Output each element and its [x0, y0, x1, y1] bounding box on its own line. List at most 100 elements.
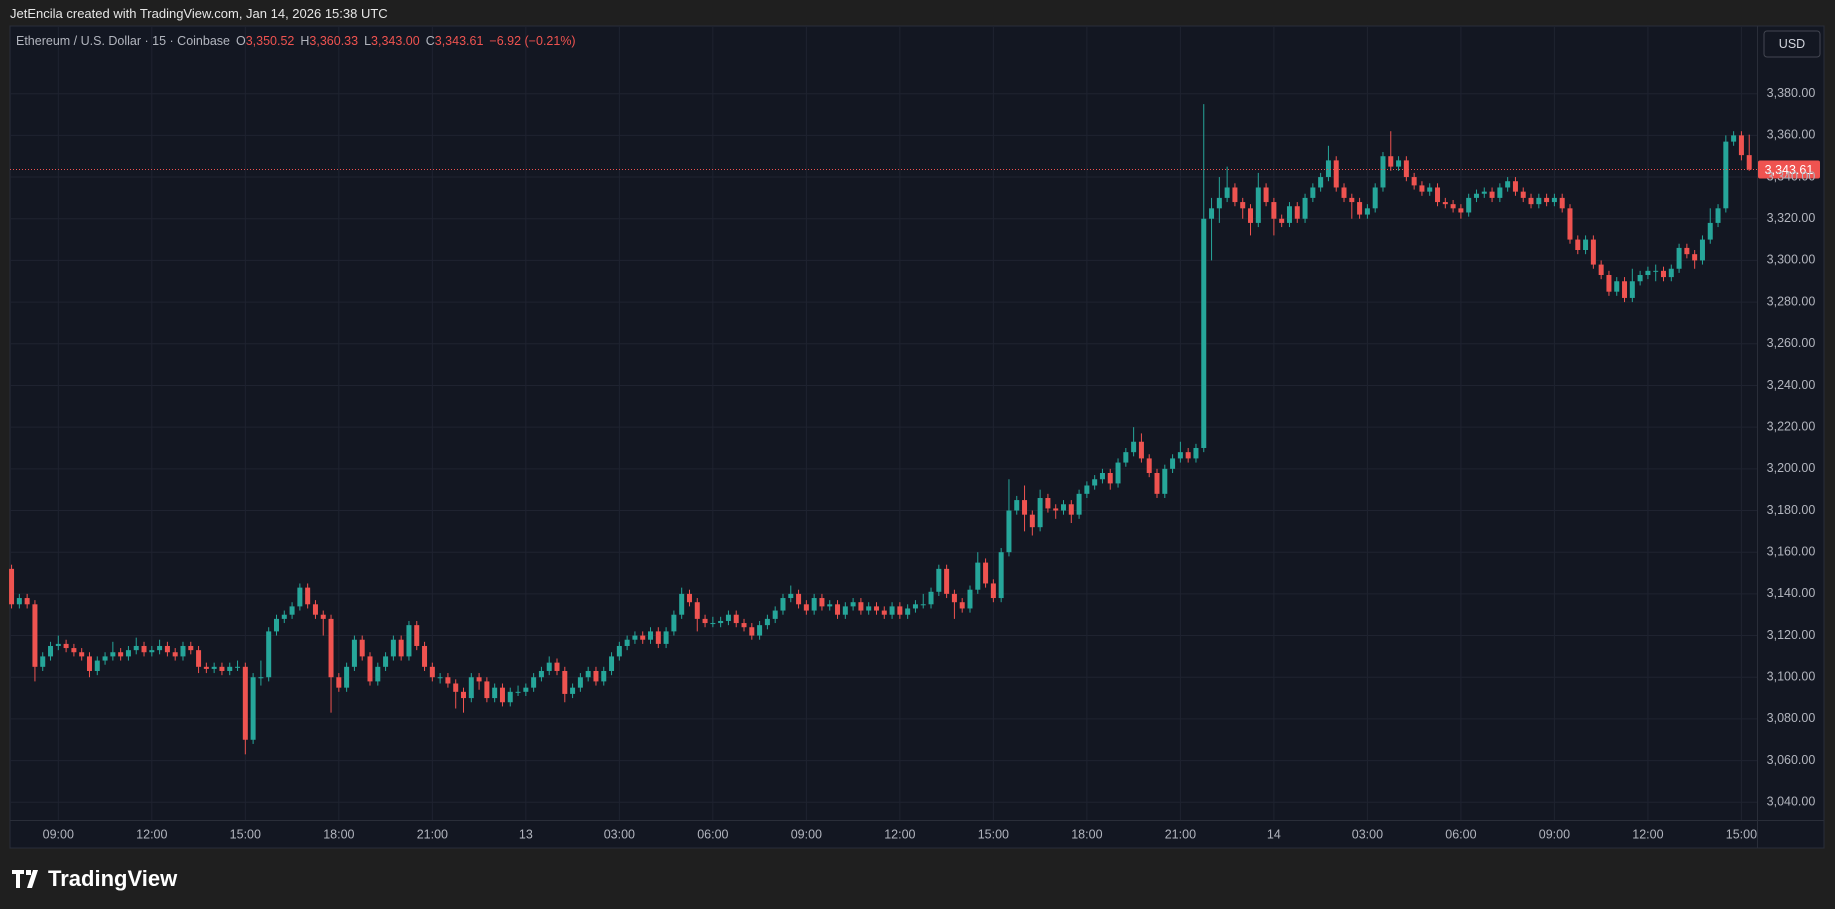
- candle-body: [414, 625, 420, 646]
- last-price-box: [1758, 160, 1820, 179]
- candle-body: [538, 670, 544, 678]
- candle-body: [983, 562, 989, 584]
- candle-body: [180, 645, 186, 657]
- candle-body: [1216, 197, 1222, 209]
- candle-body: [1201, 218, 1207, 448]
- candle-body: [102, 656, 108, 661]
- candle-body: [827, 604, 833, 607]
- y-tick-label: 3,260.00: [1767, 336, 1816, 350]
- candle-body: [1481, 191, 1487, 194]
- candle-body: [1302, 197, 1308, 219]
- candle-body: [1435, 187, 1441, 203]
- candle-body: [320, 614, 326, 619]
- x-tick-label: 18:00: [1071, 827, 1102, 841]
- candle-body: [1209, 208, 1215, 219]
- x-tick-label: 06:00: [1445, 827, 1476, 841]
- candle-body: [1193, 447, 1199, 459]
- candle-body: [1325, 160, 1331, 178]
- candle-body: [671, 614, 677, 632]
- x-tick-label: 12:00: [1632, 827, 1663, 841]
- candle-body: [967, 589, 973, 609]
- candle-body: [1746, 155, 1752, 170]
- candle-body: [1660, 270, 1666, 278]
- candle-body: [1014, 500, 1020, 511]
- candle-body: [507, 691, 513, 703]
- candle-body: [1372, 187, 1378, 209]
- footer-brand[interactable]: TradingView: [12, 866, 177, 892]
- candle-body: [94, 660, 100, 671]
- candle-body: [990, 583, 996, 599]
- candle-body: [203, 666, 209, 669]
- candle-body: [1263, 187, 1269, 203]
- candle-body: [1645, 270, 1651, 276]
- candle-body: [1170, 458, 1176, 469]
- candle-body: [702, 618, 708, 624]
- x-tick-label: 12:00: [136, 827, 167, 841]
- x-tick-label: 21:00: [1165, 827, 1196, 841]
- candle-body: [1396, 160, 1402, 167]
- candle-body: [554, 662, 560, 671]
- y-tick-label: 3,120.00: [1767, 628, 1816, 642]
- legend-key: O: [235, 34, 246, 48]
- candle-body: [858, 602, 864, 611]
- candle-body: [889, 606, 895, 615]
- candle-body: [788, 593, 794, 599]
- candle-body: [1364, 208, 1370, 215]
- candle-body: [281, 614, 287, 619]
- candle-body: [1318, 177, 1324, 188]
- candle-body: [499, 687, 505, 703]
- candle-body: [1520, 191, 1526, 198]
- x-tick-label: 09:00: [43, 827, 74, 841]
- x-tick-label: 03:00: [604, 827, 635, 841]
- legend-value: 3,343.00: [371, 34, 420, 48]
- y-tick-label: 3,280.00: [1767, 294, 1816, 308]
- candle-body: [297, 587, 303, 607]
- candle-body: [577, 677, 583, 688]
- candle-body: [312, 604, 318, 615]
- candle-body: [453, 683, 459, 692]
- chart-panel: [9, 25, 1825, 849]
- candle-body: [227, 666, 233, 671]
- candle-body: [32, 604, 38, 667]
- candle-body: [9, 568, 15, 605]
- candle-body: [1076, 493, 1082, 515]
- legend-key: H: [300, 34, 310, 48]
- candle-body: [1466, 197, 1472, 213]
- y-tick-label: 3,100.00: [1767, 670, 1816, 684]
- candle-body: [585, 670, 591, 678]
- y-tick-label: 3,320.00: [1767, 211, 1816, 225]
- candle-body: [1255, 187, 1261, 223]
- candle-body: [959, 602, 965, 609]
- candle-body: [951, 593, 957, 603]
- candle-body: [1388, 156, 1394, 167]
- candle-body: [367, 656, 373, 682]
- candle-body: [250, 677, 256, 740]
- candle-body: [1084, 485, 1090, 494]
- candle-body: [998, 552, 1004, 599]
- candle-body: [944, 568, 950, 594]
- x-tick-label: 21:00: [417, 827, 448, 841]
- candle-body: [71, 648, 77, 653]
- candle-body: [1310, 187, 1316, 198]
- candle-body: [803, 604, 809, 611]
- candle-body: [1637, 275, 1643, 282]
- candle-body: [1037, 498, 1043, 528]
- currency-button[interactable]: [1763, 30, 1821, 58]
- candle-body: [842, 606, 848, 615]
- candle-body: [1154, 472, 1160, 494]
- candle-body: [468, 677, 474, 699]
- candle-body: [679, 593, 685, 615]
- candle-body: [1567, 208, 1573, 240]
- candle-body: [866, 606, 872, 611]
- candle-body: [1419, 185, 1425, 192]
- candle-body: [1583, 239, 1589, 250]
- candle-body: [1380, 156, 1386, 188]
- candle-body: [1099, 472, 1105, 480]
- candle-body: [1138, 441, 1144, 459]
- y-tick-label: 3,160.00: [1767, 544, 1816, 558]
- brand-logo: [12, 870, 38, 888]
- candle-body: [1349, 197, 1355, 203]
- candle-body: [1427, 187, 1433, 192]
- y-tick-label: 3,340.00: [1767, 169, 1816, 183]
